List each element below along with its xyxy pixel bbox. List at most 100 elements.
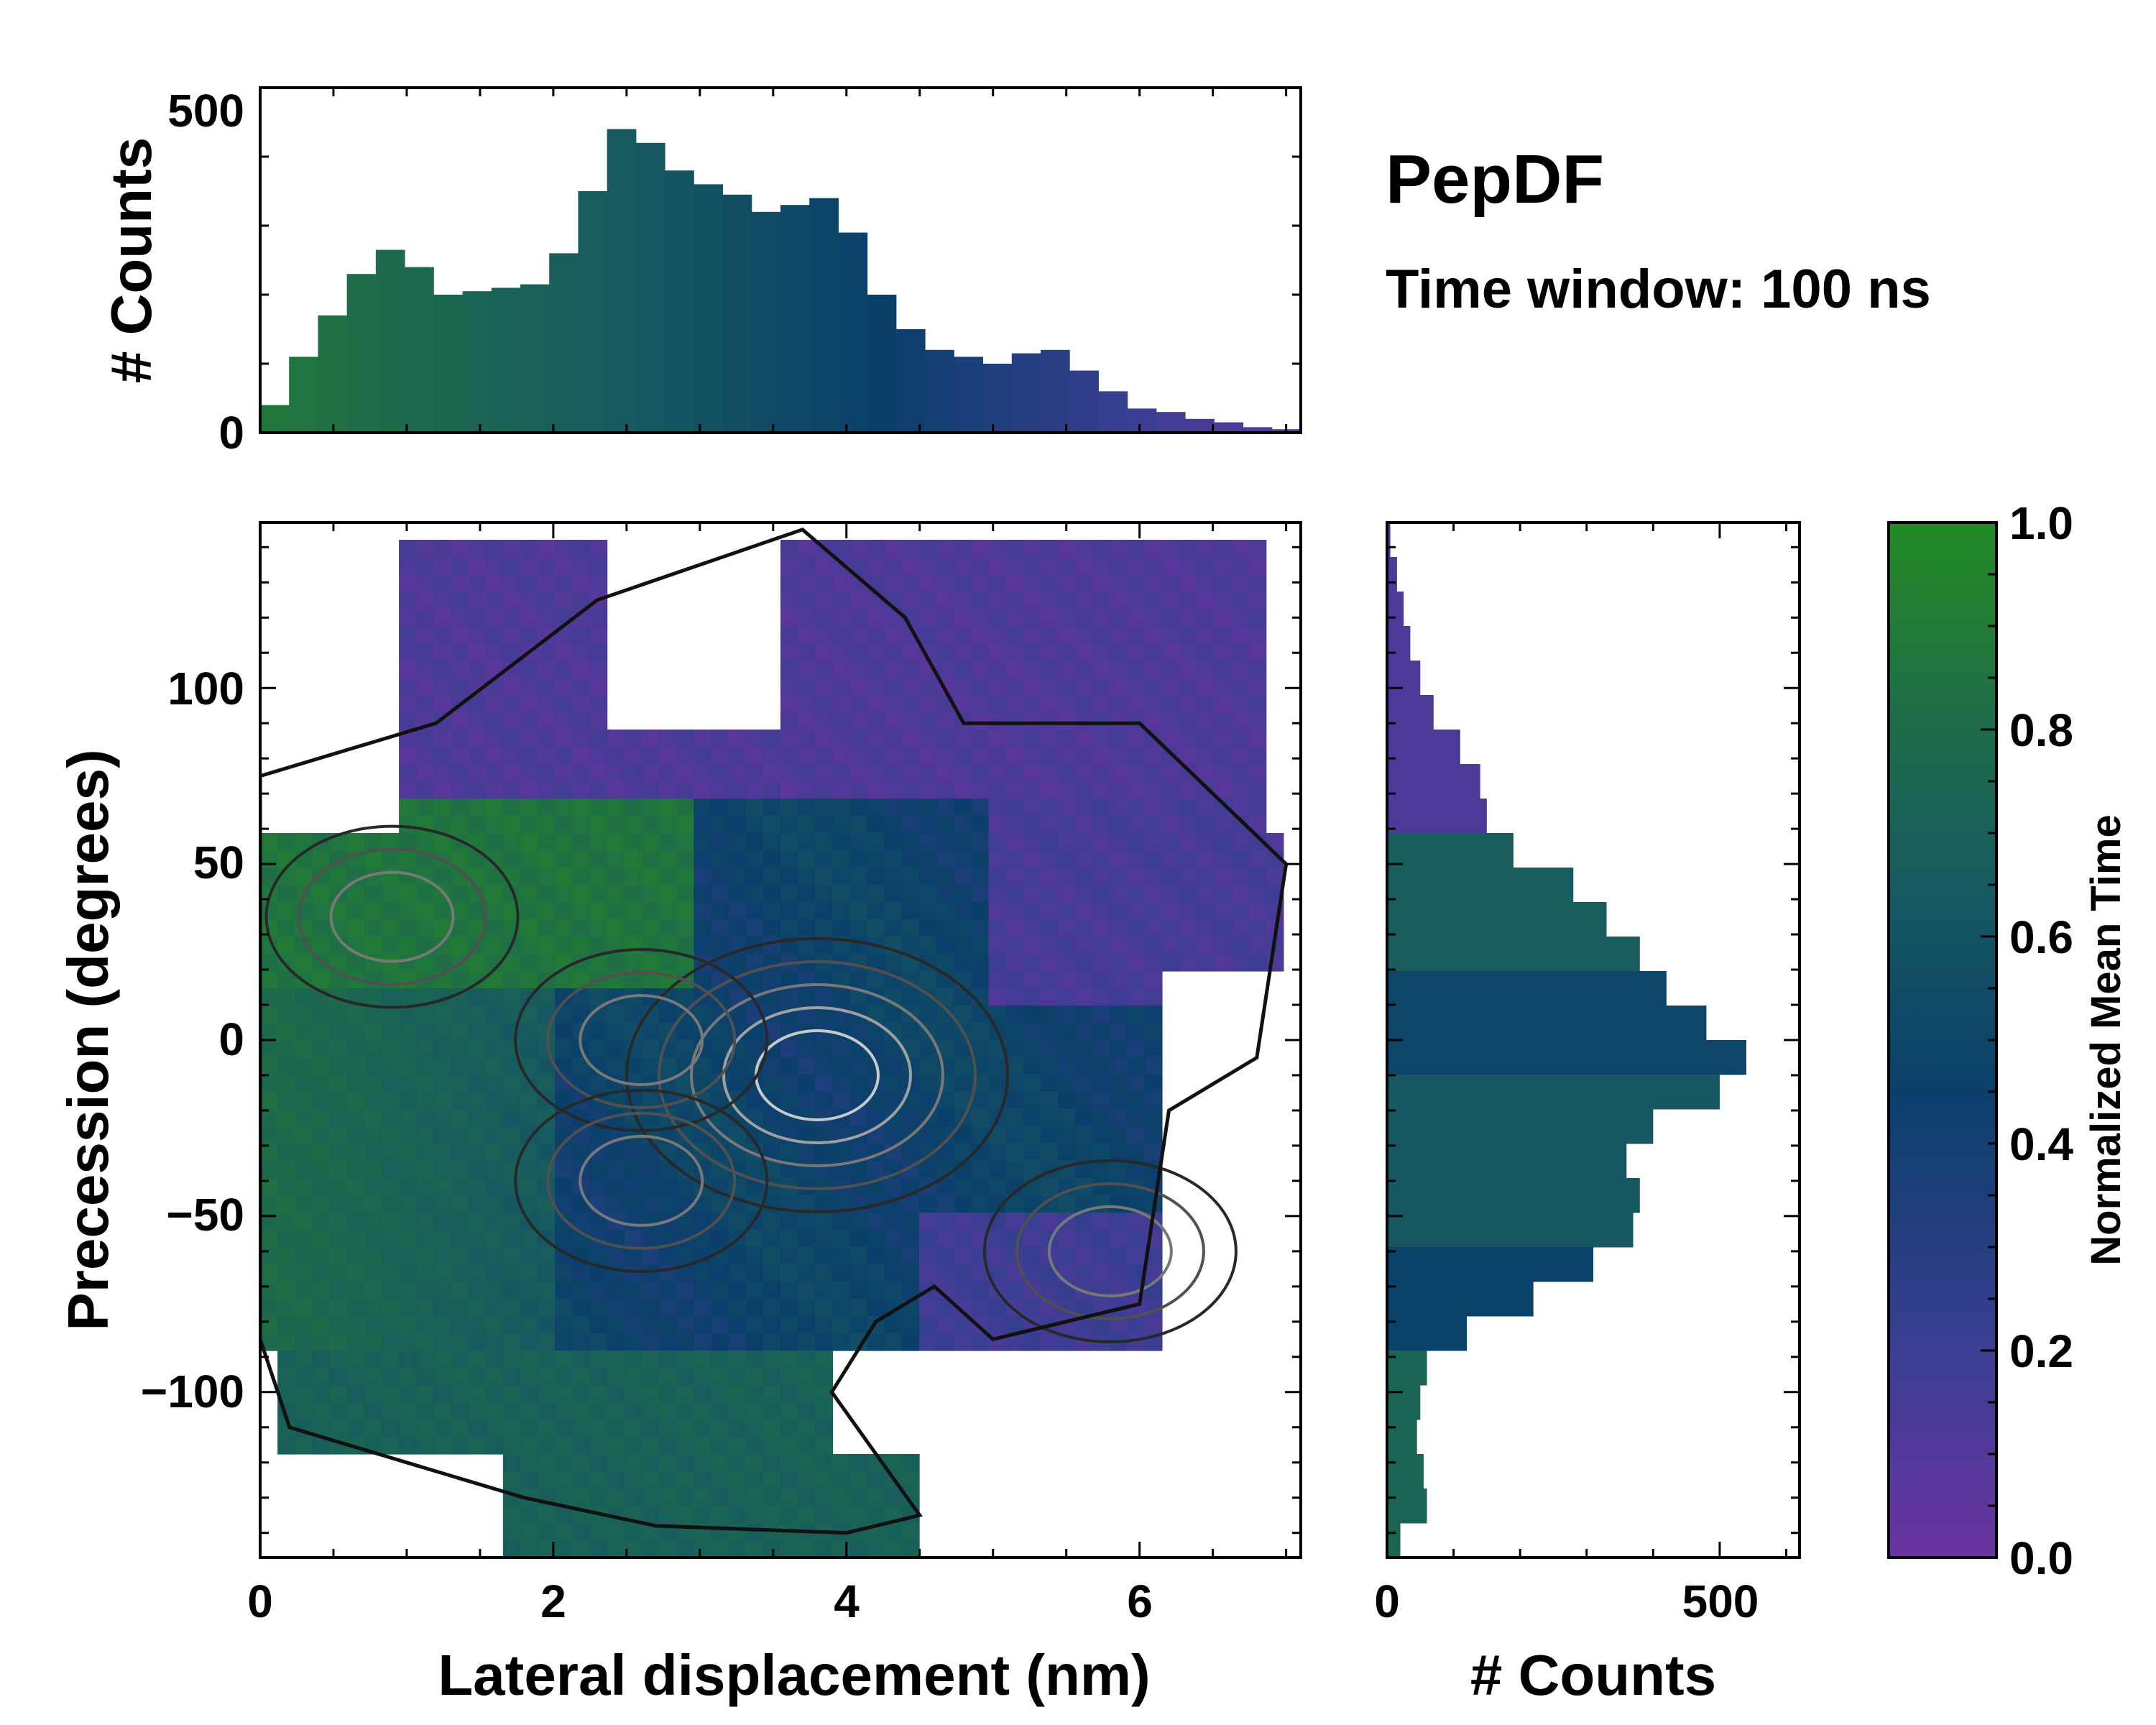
heatmap-cell: [538, 557, 556, 575]
right-hist-bar: [1387, 868, 1574, 903]
heatmap-cell: [329, 1368, 348, 1386]
heatmap-cell: [364, 1075, 382, 1092]
top-hist-bar: [462, 291, 492, 433]
heatmap-cell: [884, 712, 903, 730]
heatmap-cell: [1041, 988, 1059, 1006]
heatmap-cell: [538, 1075, 556, 1092]
heatmap-cell: [572, 730, 591, 748]
heatmap-cell: [971, 781, 990, 799]
heatmap-cell: [399, 1299, 417, 1317]
heatmap-cell: [763, 747, 781, 765]
heatmap-cell: [346, 1351, 365, 1368]
heatmap-cell: [728, 1437, 747, 1455]
heatmap-cell: [659, 1006, 677, 1024]
heatmap-cell: [468, 1385, 487, 1403]
heatmap-cell: [1075, 816, 1093, 834]
heatmap-cell: [1248, 643, 1267, 661]
heatmap-cell: [798, 678, 816, 696]
heatmap-cell: [520, 850, 538, 868]
heatmap-cell: [607, 1023, 625, 1041]
heatmap-cell: [763, 816, 781, 834]
heatmap-cell: [780, 1385, 798, 1403]
heatmap-cell: [520, 1437, 538, 1455]
heatmap-cell: [416, 695, 434, 713]
heatmap-cell: [538, 592, 556, 610]
heatmap-cell: [624, 1523, 642, 1541]
heatmap-cell: [381, 1230, 400, 1248]
heatmap-cell: [711, 1368, 729, 1386]
heatmap-cell: [659, 1351, 677, 1368]
heatmap-cell: [451, 1023, 469, 1041]
heatmap-cell: [1179, 540, 1197, 558]
heatmap-cell: [502, 816, 521, 834]
heatmap-cell: [641, 1282, 660, 1300]
heatmap-cell: [988, 799, 1007, 816]
heatmap-cell: [502, 643, 521, 661]
heatmap-cell: [468, 1109, 487, 1127]
heatmap-cell: [954, 1282, 972, 1300]
heatmap-cell: [867, 540, 885, 558]
top-hist-bar: [665, 170, 694, 433]
heatmap-cell: [971, 833, 990, 851]
heatmap-cell: [399, 712, 417, 730]
heatmap-cell: [641, 1023, 660, 1041]
heatmap-cell: [485, 833, 504, 851]
heatmap-cell: [815, 799, 833, 816]
heatmap-cell: [538, 1213, 556, 1230]
heatmap-cell: [399, 1109, 417, 1127]
heatmap-cell: [763, 1213, 781, 1230]
heatmap-cell: [277, 1040, 295, 1058]
heatmap-cell: [694, 1316, 712, 1334]
heatmap-cell: [884, 799, 903, 816]
heatmap-cell: [711, 885, 729, 903]
heatmap-cell: [1179, 850, 1197, 868]
heatmap-cell: [485, 592, 504, 610]
heatmap-cell: [433, 1213, 452, 1230]
heatmap-cell: [433, 592, 452, 610]
heatmap-cell: [815, 730, 833, 748]
heatmap-cell: [329, 868, 348, 886]
top-hist-bar: [578, 191, 608, 433]
heatmap-cell: [745, 1299, 764, 1317]
heatmap-cell: [884, 833, 903, 851]
heatmap-cell: [295, 1144, 313, 1162]
heatmap-cell: [901, 678, 920, 696]
heatmap-cell: [1058, 971, 1076, 989]
heatmap-cell: [1092, 781, 1111, 799]
heatmap-cell: [277, 988, 295, 1006]
heatmap-cell: [780, 1471, 798, 1489]
heatmap-cell: [520, 626, 538, 644]
heatmap-cell: [763, 885, 781, 903]
heatmap-cell: [277, 902, 295, 920]
heatmap-cell: [572, 695, 591, 713]
heatmap-cell: [433, 1264, 452, 1282]
heatmap-cell: [607, 1264, 625, 1282]
top-hist-bar: [375, 249, 405, 433]
heatmap-cell: [798, 1264, 816, 1282]
heatmap-cell: [971, 1178, 990, 1196]
heatmap-cell: [954, 1230, 972, 1248]
heatmap-cell: [1144, 850, 1163, 868]
heatmap-cell: [988, 695, 1007, 713]
heatmap-cell: [277, 919, 295, 937]
heatmap-cell: [520, 868, 538, 886]
right-hist-bar: [1387, 937, 1640, 972]
heatmap-cell: [988, 712, 1007, 730]
heatmap-cell: [988, 1247, 1007, 1265]
heatmap-cell: [711, 781, 729, 799]
heatmap-cell: [919, 833, 937, 851]
heatmap-cell: [364, 1195, 382, 1213]
right-hist-bar: [1387, 1006, 1707, 1041]
heatmap-cell: [485, 1213, 504, 1230]
heatmap-cell: [485, 988, 504, 1006]
heatmap-cell: [1144, 712, 1163, 730]
heatmap-cell: [780, 1506, 798, 1524]
heatmap-cell: [815, 574, 833, 592]
heatmap-cell: [468, 1040, 487, 1058]
heatmap-cell: [954, 1195, 972, 1213]
heatmap-cell: [901, 1316, 920, 1334]
heatmap-cell: [780, 919, 798, 937]
heatmap-cell: [624, 868, 642, 886]
heatmap-cell: [312, 1402, 331, 1420]
heatmap-cell: [1144, 954, 1163, 972]
